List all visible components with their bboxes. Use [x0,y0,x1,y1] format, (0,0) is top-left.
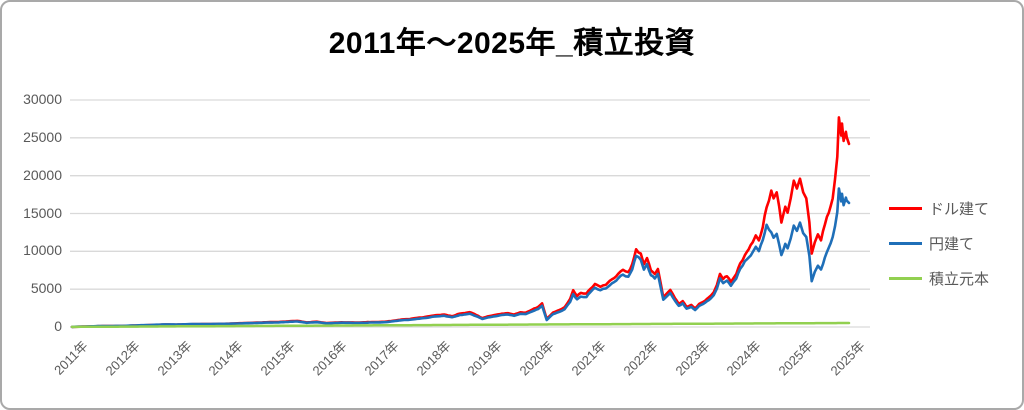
legend-swatch-principal [889,276,922,280]
chart-title: 2011年〜2025年_積立投資 [328,27,696,60]
legend-item-principal: 積立元本 [889,266,989,290]
y-axis-tick-label: 15000 [23,204,62,221]
legend-item-jpy: 円建て [889,231,989,255]
y-axis-tick-label: 0 [54,318,62,334]
legend-label-principal: 積立元本 [929,270,990,288]
legend-item-usd: ドル建て [889,196,989,220]
legend-label-jpy: 円建て [929,235,975,253]
y-axis: 0 5000 10000 15000 20000 25000 30000 [10,2,62,408]
legend-swatch-usd [889,206,922,210]
legend: ドル建て円建て積立元本 [889,196,989,301]
y-axis-tick-label: 20000 [23,166,62,183]
y-axis-tick-label: 10000 [23,242,62,259]
y-axis-tick-label: 30000 [23,91,62,107]
legend-swatch-jpy [889,241,922,245]
series-line-jpy [70,187,851,329]
legend-label-usd: ドル建て [929,200,990,218]
y-axis-tick-label: 25000 [23,128,62,145]
series-line-principal [70,321,851,329]
y-axis-tick-label: 5000 [30,280,62,297]
